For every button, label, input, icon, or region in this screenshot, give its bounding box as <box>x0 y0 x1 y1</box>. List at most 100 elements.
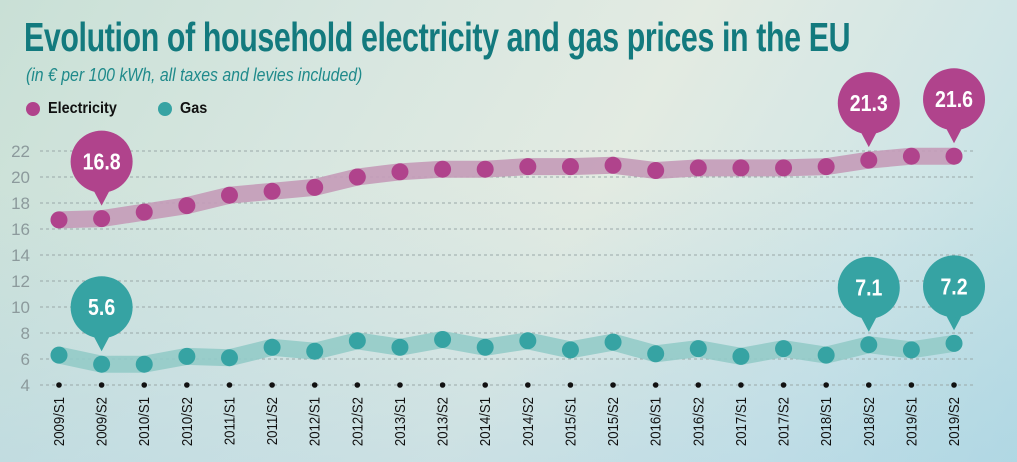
electricity-data-point <box>476 160 494 178</box>
x-tick-label: 2009/S1 <box>50 397 67 446</box>
electricity-data-point <box>135 203 153 221</box>
legend-marker-electricity <box>26 102 40 116</box>
electricity-data-point <box>263 182 281 200</box>
callout-value: 5.6 <box>88 295 115 321</box>
x-tick-label: 2010/S1 <box>135 397 152 446</box>
x-tick-marker <box>226 382 233 388</box>
legend-label-gas: Gas <box>180 100 208 117</box>
gas-value-callout: 7.1 <box>837 256 900 332</box>
electricity-data-point <box>817 158 835 176</box>
x-tick-label: 2011/S2 <box>263 397 280 445</box>
gas-data-point <box>391 338 409 356</box>
callout-bubble <box>923 255 986 318</box>
legend: Electricity Gas <box>26 100 211 118</box>
gas-data-point <box>476 338 494 356</box>
y-tick-label: 16 <box>11 220 30 239</box>
x-tick-label: 2016/S1 <box>647 397 664 446</box>
x-axis-ticks: 2009/S1 2009/S2 2010/S1 2010/S2 2011/S1 2011/… <box>50 382 962 446</box>
gas-data-point <box>732 347 750 365</box>
callout-value: 16.8 <box>83 149 121 175</box>
electricity-data-point <box>647 162 665 179</box>
gas-data-point <box>220 349 238 367</box>
electricity-series-band <box>50 147 963 229</box>
electricity-data-point <box>434 160 452 178</box>
gas-data-point <box>604 333 622 351</box>
callout-pointer <box>945 126 964 144</box>
callout-bubble <box>70 130 133 193</box>
chart-subtitle: (in € per 100 kWh, all taxes and levies … <box>26 65 363 85</box>
electricity-data-point <box>50 211 68 229</box>
x-tick-marker <box>397 382 403 388</box>
gas-data-point <box>135 355 153 373</box>
gas-value-callout: 7.2 <box>923 255 986 331</box>
x-tick-marker <box>269 382 275 388</box>
x-tick-label: 2019/S2 <box>945 397 962 446</box>
x-tick-marker <box>311 382 318 388</box>
gas-data-point <box>902 341 920 359</box>
x-tick-label: 2017/S1 <box>732 397 749 446</box>
x-tick-label: 2013/S1 <box>391 397 408 446</box>
gas-data-point <box>50 346 68 364</box>
annotations: 16.8 21.3 21.6 5.6 7.1 7.2 <box>70 68 986 352</box>
x-tick-label: 2015/S2 <box>604 397 621 446</box>
callout-pointer <box>859 314 878 332</box>
callout-value: 21.6 <box>935 87 973 113</box>
electricity-data-point <box>348 168 366 186</box>
callout-bubble <box>837 256 900 319</box>
y-tick-label: 12 <box>11 272 30 291</box>
x-tick-label: 2014/S2 <box>519 397 536 446</box>
electricity-data-point <box>689 159 707 177</box>
x-tick-label: 2012/S2 <box>349 397 366 446</box>
electricity-data-point <box>93 210 111 228</box>
gas-data-point <box>647 345 665 363</box>
electricity-data-point <box>902 147 920 165</box>
x-tick-label: 2017/S2 <box>775 397 792 446</box>
x-tick-marker <box>482 382 489 388</box>
x-tick-label: 2018/S2 <box>860 397 877 446</box>
electricity-data-point <box>519 158 537 176</box>
callout-pointer <box>945 313 964 331</box>
x-tick-marker <box>56 382 62 388</box>
gas-data-point <box>434 331 452 348</box>
callout-bubble <box>70 276 133 339</box>
x-tick-label: 2012/S1 <box>306 397 323 446</box>
x-tick-label: 2009/S2 <box>93 397 110 446</box>
y-tick-label: 6 <box>21 350 30 369</box>
legend-label-electricity: Electricity <box>48 100 117 117</box>
gas-data-point <box>860 336 878 354</box>
gas-data-point <box>775 340 793 358</box>
electricity-data-point <box>561 158 579 176</box>
callout-value: 7.2 <box>940 274 967 300</box>
x-tick-marker <box>525 382 531 388</box>
x-tick-label: 2019/S1 <box>903 397 920 446</box>
x-tick-marker <box>567 382 574 388</box>
x-tick-label: 2013/S2 <box>434 397 451 446</box>
electricity-data-point <box>775 159 793 177</box>
x-tick-marker <box>780 382 787 388</box>
legend-item-electricity: Electricity <box>26 100 124 118</box>
gas-series-band <box>50 331 963 373</box>
x-tick-label: 2014/S1 <box>476 397 493 446</box>
electricity-data-point <box>732 159 750 177</box>
electricity-data-point <box>178 197 196 215</box>
electricity-data-point <box>391 163 409 181</box>
x-tick-marker <box>652 382 659 388</box>
gas-data-point <box>263 338 281 356</box>
gas-data-point <box>306 342 324 360</box>
gas-data-point <box>561 341 579 359</box>
x-tick-label: 2016/S2 <box>689 397 706 446</box>
x-tick-label: 2011/S1 <box>221 397 238 445</box>
gas-data-point <box>689 340 707 358</box>
callout-pointer <box>859 130 878 148</box>
electricity-value-callout: 16.8 <box>70 130 133 206</box>
y-axis-ticks: 4 6 8 10 12 14 16 18 20 22 <box>11 142 30 395</box>
gas-data-point <box>945 334 963 352</box>
y-tick-label: 10 <box>11 298 30 317</box>
x-tick-marker <box>823 382 829 388</box>
electricity-data-point <box>860 151 878 169</box>
series <box>50 147 963 373</box>
electricity-data-point <box>220 186 238 204</box>
gas-data-point <box>178 347 196 365</box>
gas-data-point <box>348 332 366 350</box>
